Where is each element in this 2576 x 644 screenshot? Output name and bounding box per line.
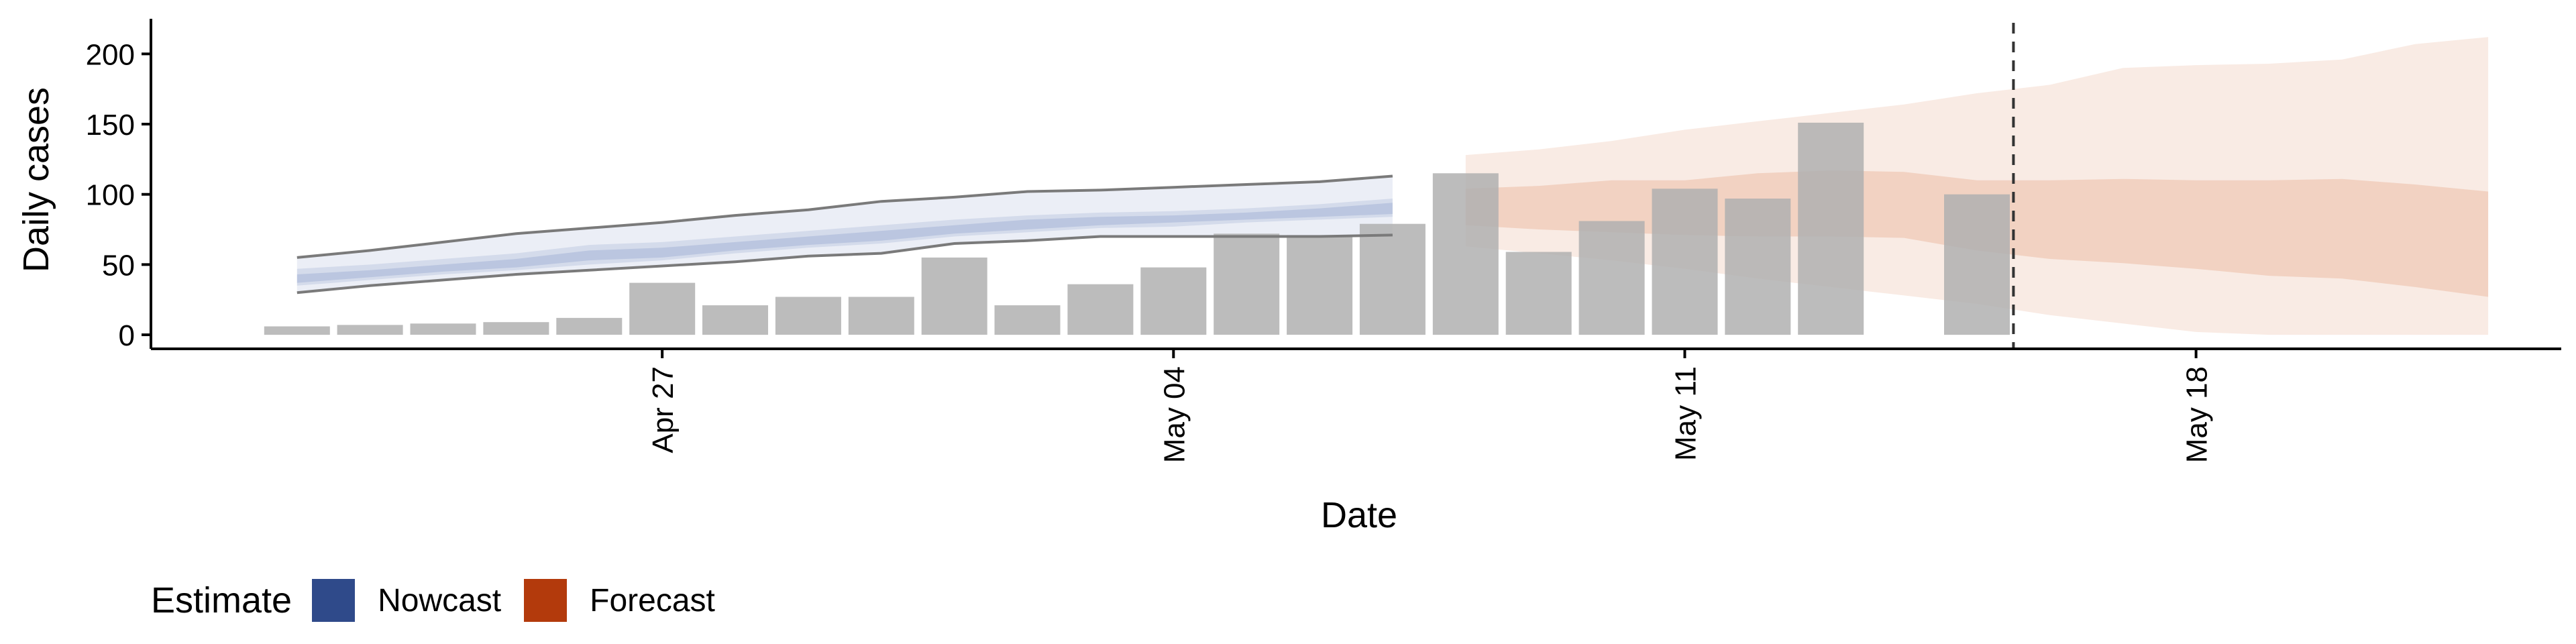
bar (556, 317, 623, 335)
x-tick-label: May 11 (1670, 366, 1703, 461)
nowcast-band-outer (297, 176, 1393, 293)
legend-item-nowcast: Nowcast (312, 579, 501, 622)
legend-label-nowcast: Nowcast (378, 582, 502, 619)
x-tick-label: May 18 (2181, 366, 2214, 463)
bar (1287, 235, 1353, 335)
y-tick-label: 100 (86, 179, 135, 212)
bar (994, 305, 1061, 335)
daily-case-bars (264, 122, 2010, 335)
legend-item-forecast: Forecast (524, 579, 715, 622)
nowcast-lower-line (297, 233, 1393, 294)
bar (1578, 221, 1645, 335)
legend-swatch-forecast (524, 579, 568, 622)
y-tick-label: 150 (86, 109, 135, 142)
bar (1725, 199, 1791, 335)
bar (921, 257, 987, 335)
nowcast-band-middle (297, 199, 1393, 286)
x-axis-title: Date (1321, 495, 1397, 535)
bar (1214, 233, 1280, 335)
bar (1359, 223, 1426, 335)
bar (410, 323, 476, 335)
bar (629, 282, 696, 335)
legend-title: Estimate (151, 580, 292, 621)
bar (1944, 194, 2010, 335)
bar (1652, 189, 1718, 335)
legend-label-forecast: Forecast (590, 582, 715, 619)
bar (702, 305, 768, 335)
legend: Estimate Nowcast Forecast (151, 577, 738, 624)
y-tick-label: 0 (119, 319, 135, 352)
x-tick-label: Apr 27 (647, 366, 680, 453)
nowcast-forecast-chart: 0 50 100 150 200 Apr 27 May 04 May 11 May 18 Dat… (16, 19, 2561, 535)
bar (483, 322, 549, 335)
bar (848, 297, 914, 335)
bar (1505, 252, 1572, 335)
nowcast-band-inner (297, 203, 1393, 283)
legend-swatch-nowcast (312, 579, 356, 622)
y-tick-label: 50 (102, 249, 135, 282)
bar (775, 297, 841, 335)
bar (337, 325, 403, 335)
y-tick-label: 200 (86, 38, 135, 71)
x-tick-label: May 04 (1158, 366, 1191, 463)
bar (1067, 284, 1134, 335)
bar (1798, 122, 1864, 335)
nowcast-upper-line (297, 174, 1393, 259)
nowcast-interval-lines (297, 174, 1393, 294)
axes: 0 50 100 150 200 Apr 27 May 04 May 11 May 18 (86, 19, 2561, 463)
forecast-band-outer (1465, 37, 2489, 335)
nowcast-bands (297, 176, 1393, 293)
bar (264, 326, 330, 335)
bar (1432, 173, 1499, 335)
bar (1140, 267, 1207, 335)
y-axis-title: Daily cases (16, 87, 56, 272)
